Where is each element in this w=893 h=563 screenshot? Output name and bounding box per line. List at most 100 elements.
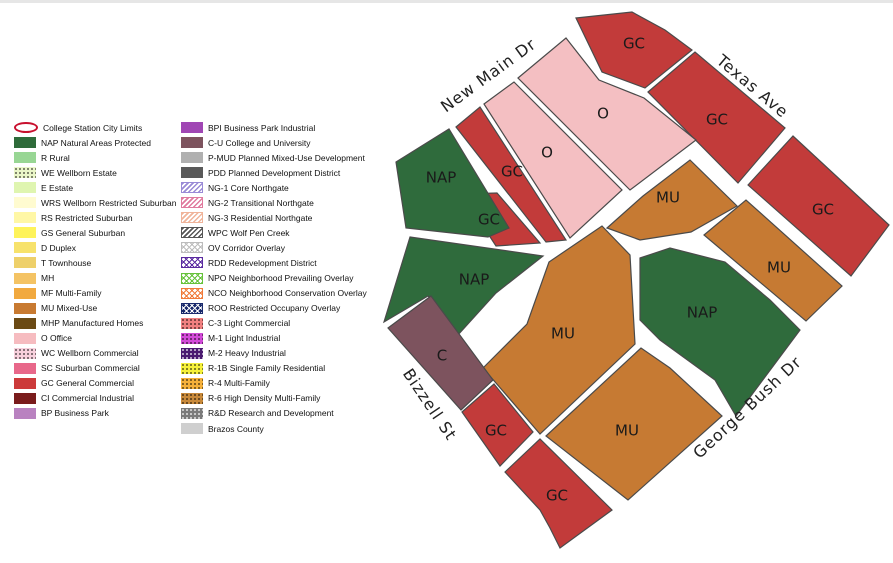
label-gc-bottom: GC xyxy=(546,487,568,505)
legend-rd: R&D Research and Development xyxy=(181,406,334,421)
legend-r1b-label: R-1B Single Family Residential xyxy=(208,363,326,374)
parcel-mu-east[interactable] xyxy=(703,199,843,322)
legend-mh-swatch xyxy=(14,272,36,284)
label-nap-northwest: NAP xyxy=(426,169,457,187)
legend-pmud: P-MUD Planned Mixed-Use Development xyxy=(181,150,365,165)
parcel-gc-strip[interactable] xyxy=(455,106,568,243)
legend-mhp-swatch xyxy=(14,317,36,329)
legend-r-swatch xyxy=(14,152,36,164)
top-border xyxy=(0,0,893,3)
legend-pdd: PDD Planned Development District xyxy=(181,165,340,180)
legend-pmud-swatch xyxy=(181,152,203,164)
label-nap-west: NAP xyxy=(459,271,490,289)
label-o-small: O xyxy=(541,144,553,162)
legend-t-swatch xyxy=(14,257,36,269)
legend-wc-swatch xyxy=(14,347,36,359)
legend-rdd-swatch xyxy=(181,257,203,269)
legend-d-swatch xyxy=(14,242,36,254)
legend-cu-swatch xyxy=(181,137,203,149)
legend-rs: RS Restricted Suburban xyxy=(14,210,133,225)
legend-ng2-label: NG-2 Transitional Northgate xyxy=(208,197,314,208)
legend-t-label: T Townhouse xyxy=(41,257,92,268)
legend-pdd-label: PDD Planned Development District xyxy=(208,167,341,178)
legend-bp: BP Business Park xyxy=(14,406,109,421)
parcel-o-big[interactable] xyxy=(517,37,697,191)
parcel-gc-bottom[interactable] xyxy=(504,438,613,549)
label-gc-top: GC xyxy=(623,35,645,53)
legend-wc: WC Wellborn Commercial xyxy=(14,346,139,361)
legend-roo-swatch xyxy=(181,302,203,314)
legend-m2-label: M-2 Heavy Industrial xyxy=(208,348,286,359)
legend-we: WE Wellborn Estate xyxy=(14,165,117,180)
legend-wc-label: WC Wellborn Commercial xyxy=(41,348,139,359)
legend-mf-swatch xyxy=(14,287,36,299)
legend-c3: C-3 Light Commercial xyxy=(181,316,290,331)
label-mu-center: MU xyxy=(551,325,575,343)
legend-wrs: WRS Wellborn Restricted Suburban xyxy=(14,195,176,210)
label-gc-small: GC xyxy=(478,211,500,229)
legend-bpi-label: BPI Business Park Industrial xyxy=(208,122,316,133)
label-mu-east: MU xyxy=(767,259,791,277)
legend-we-swatch xyxy=(14,167,36,179)
legend-mhp: MHP Manufactured Homes xyxy=(14,316,143,331)
legend-mu: MU Mixed-Use xyxy=(14,301,97,316)
parcel-gc-southwest[interactable] xyxy=(461,383,534,467)
legend-wrs-label: WRS Wellborn Restricted Suburban xyxy=(41,197,177,208)
legend-nap-swatch xyxy=(14,137,36,149)
label-gc-texas-ave: GC xyxy=(706,111,728,129)
legend-o-label: O Office xyxy=(41,333,73,344)
parcel-mu-northeast[interactable] xyxy=(605,159,738,241)
legend-gs: GS General Suburban xyxy=(14,225,125,240)
legend-ng2: NG-2 Transitional Northgate xyxy=(181,195,314,210)
legend-ci-swatch xyxy=(14,392,36,404)
legend-r1b: R-1B Single Family Residential xyxy=(181,361,325,376)
legend-r6-swatch xyxy=(181,392,203,404)
legend-rdd-label: RDD Redevelopment District xyxy=(208,257,317,268)
legend-college-station-city-limits: College Station City Limits xyxy=(14,120,142,135)
parcel-gc-texas-ave[interactable] xyxy=(647,51,786,184)
legend-we-label: WE Wellborn Estate xyxy=(41,167,117,178)
legend-mu-label: MU Mixed-Use xyxy=(41,303,98,314)
legend-ng3: NG-3 Residential Northgate xyxy=(181,210,312,225)
legend-ng1: NG-1 Core Northgate xyxy=(181,180,289,195)
parcel-mu-center[interactable] xyxy=(482,225,636,435)
legend-m1: M-1 Light Industrial xyxy=(181,331,280,346)
legend-npo: NPO Neighborhood Prevailing Overlay xyxy=(181,271,354,286)
legend-ov-label: OV Corridor Overlay xyxy=(208,242,285,253)
legend-d: D Duplex xyxy=(14,240,76,255)
parcel-gc-east[interactable] xyxy=(747,135,890,277)
legend-c3-label: C-3 Light Commercial xyxy=(208,318,291,329)
legend-ng1-swatch xyxy=(181,182,203,194)
parcel-mu-south[interactable] xyxy=(545,347,723,501)
legend-wrs-swatch xyxy=(14,197,36,209)
parcel-c-campus[interactable] xyxy=(387,295,494,411)
legend-r1b-swatch xyxy=(181,362,203,374)
legend-college-station-city-limits-label: College Station City Limits xyxy=(43,122,143,133)
label-mu-south: MU xyxy=(615,422,639,440)
parcel-o-small[interactable] xyxy=(483,81,623,239)
legend-rdd: RDD Redevelopment District xyxy=(181,255,317,270)
legend-r6: R-6 High Density Multi-Family xyxy=(181,391,320,406)
legend-roo: ROO Restricted Occupany Overlay xyxy=(181,301,340,316)
legend-wpc: WPC Wolf Pen Creek xyxy=(181,225,290,240)
legend-college-station-city-limits-swatch xyxy=(14,122,38,133)
parcel-nap-northwest[interactable] xyxy=(395,128,510,238)
legend-pmud-label: P-MUD Planned Mixed-Use Development xyxy=(208,152,365,163)
legend-mu-swatch xyxy=(14,302,36,314)
label-gc-strip: GC xyxy=(501,163,523,181)
legend-ng2-swatch xyxy=(181,197,203,209)
parcel-gc-top[interactable] xyxy=(575,11,693,89)
parcel-nap-center[interactable] xyxy=(639,247,801,418)
legend-m2: M-2 Heavy Industrial xyxy=(181,346,286,361)
legend-m1-swatch xyxy=(181,332,203,344)
label-gc-southwest: GC xyxy=(485,422,507,440)
legend-sc-swatch xyxy=(14,362,36,374)
legend-nap-label: NAP Natural Areas Protected xyxy=(41,137,151,148)
legend-bpi: BPI Business Park Industrial xyxy=(181,120,315,135)
label-c-campus: C xyxy=(437,347,447,365)
legend-ci: CI Commercial Industrial xyxy=(14,391,134,406)
legend-ng3-swatch xyxy=(181,212,203,224)
legend-mh: MH xyxy=(14,271,54,286)
legend-m1-label: M-1 Light Industrial xyxy=(208,333,281,344)
